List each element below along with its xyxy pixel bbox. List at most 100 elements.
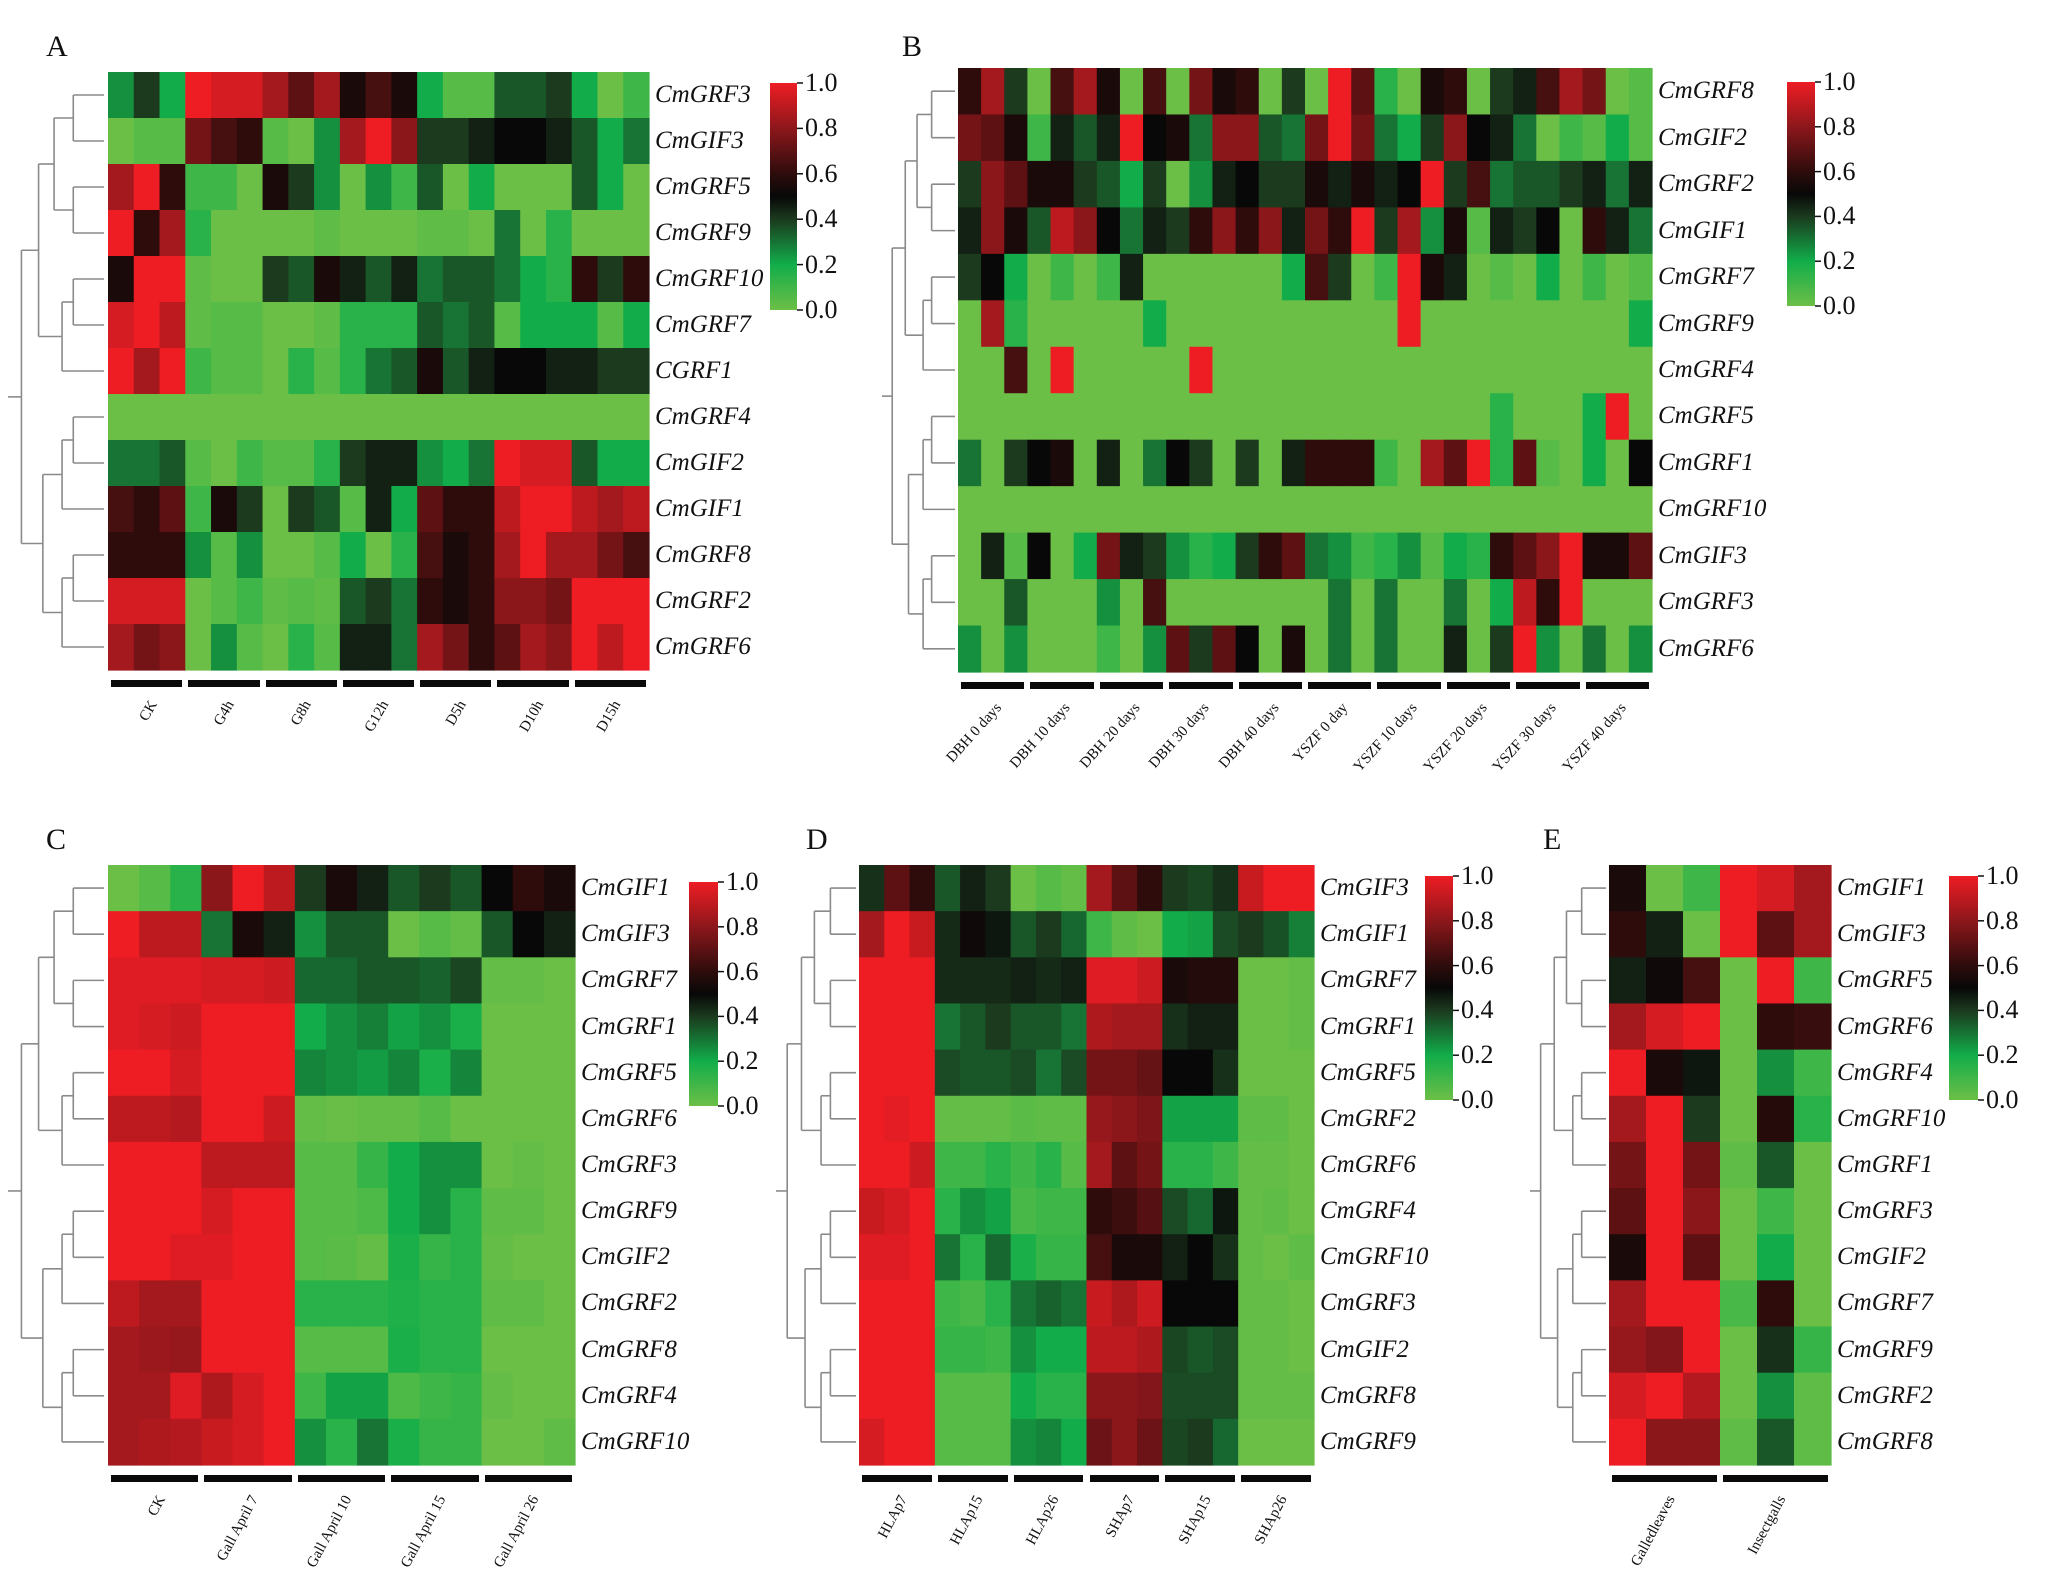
heatmap-cell <box>1050 486 1075 534</box>
group-label: CK <box>136 698 161 725</box>
heatmap-cell <box>960 911 986 958</box>
heatmap-cell <box>934 1372 961 1420</box>
heatmap-cell <box>1143 625 1167 673</box>
heatmap-cell <box>1010 1188 1037 1235</box>
heatmap-cell <box>981 68 1005 116</box>
heatmap-cell <box>232 1372 265 1420</box>
group-label: YSZF 10 days <box>1351 700 1421 776</box>
heatmap-cell <box>294 1003 327 1051</box>
heatmap-cell <box>597 302 624 349</box>
group-bar <box>204 1475 292 1482</box>
heatmap-cell <box>1035 1003 1062 1051</box>
heatmap-cell <box>1536 114 1561 162</box>
heatmap-cell <box>1288 911 1315 958</box>
heatmap-cell <box>1646 1234 1684 1281</box>
heatmap-cell <box>108 1418 140 1466</box>
heatmap-cell <box>1073 439 1098 487</box>
heatmap-cell <box>512 1418 545 1466</box>
heatmap-cell <box>545 578 573 625</box>
color-scale-tick-label: 1.0 <box>1986 861 2019 890</box>
heatmap-cell <box>288 72 315 119</box>
heatmap-cell <box>859 957 885 1005</box>
heatmap-cell <box>1096 253 1121 301</box>
heatmap-cell <box>494 256 521 303</box>
gene-row-label: CmGIF2 <box>1658 123 1747 151</box>
heatmap-cell <box>1794 1188 1832 1235</box>
group-label: G12h <box>361 698 393 735</box>
heatmap-cell <box>211 348 238 395</box>
heatmap-cell <box>1536 346 1561 394</box>
heatmap-cell <box>1235 253 1260 301</box>
heatmap-cell <box>1443 486 1468 534</box>
heatmap-cell <box>1004 160 1028 208</box>
heatmap-cell <box>201 1049 234 1097</box>
group-label: Galledleaves <box>1628 1493 1679 1569</box>
heatmap-cell <box>1137 1234 1163 1281</box>
heatmap-cell <box>108 1326 140 1374</box>
gene-row-label: CmGRF10 <box>1658 495 1767 523</box>
heatmap-cell <box>139 1280 171 1328</box>
heatmap-cell <box>139 1003 171 1051</box>
heatmap-cell <box>1010 1049 1037 1097</box>
group-bar <box>111 1475 199 1482</box>
heatmap-cell <box>1050 532 1075 580</box>
heatmap-grid <box>958 68 1653 673</box>
heatmap-cell <box>512 865 545 912</box>
heatmap-cell <box>1288 1326 1315 1374</box>
heatmap-cell <box>1559 207 1584 255</box>
heatmap-cell <box>1288 1234 1315 1281</box>
heatmap-cell <box>1305 160 1329 208</box>
heatmap-cell <box>1466 253 1491 301</box>
heatmap-cell <box>1605 625 1630 673</box>
heatmap-cell <box>1073 114 1098 162</box>
heatmap-cell <box>263 957 296 1005</box>
heatmap-cell <box>1189 114 1214 162</box>
heatmap-cell <box>442 302 470 349</box>
heatmap-cell <box>232 1280 265 1328</box>
group-label: CK <box>144 1493 169 1519</box>
heatmap-cell <box>357 1418 389 1466</box>
heatmap-cell <box>1162 1326 1189 1374</box>
heatmap-cell <box>236 624 264 671</box>
heatmap-cell <box>133 624 161 671</box>
heatmap-cell <box>357 911 389 958</box>
group-label: SHAp26 <box>1251 1493 1291 1547</box>
heatmap-cell <box>1720 1372 1758 1420</box>
heatmap-cell <box>520 72 547 119</box>
heatmap-cell <box>512 1141 545 1189</box>
heatmap-cell <box>1374 346 1399 394</box>
color-gradient <box>770 83 797 310</box>
heatmap-cell <box>1061 1003 1088 1051</box>
heatmap-cell <box>884 911 911 958</box>
heatmap-cell <box>1212 579 1237 627</box>
heatmap-cell <box>1027 625 1052 673</box>
heatmap-cell <box>1305 532 1329 580</box>
heatmap-cell <box>201 1280 234 1328</box>
heatmap-cell <box>1096 160 1121 208</box>
heatmap-cell <box>985 1188 1012 1235</box>
heatmap-cell <box>294 957 327 1005</box>
heatmap-cell <box>884 1234 911 1281</box>
heatmap-cell <box>185 164 212 211</box>
heatmap-cell <box>960 865 986 912</box>
heatmap-cell <box>1004 300 1028 348</box>
heatmap-cell <box>1490 579 1514 627</box>
heatmap-cell <box>1061 1141 1088 1189</box>
heatmap-cell <box>623 578 650 625</box>
heatmap-cell <box>520 394 547 441</box>
heatmap-cell <box>1757 1372 1795 1420</box>
heatmap-cell <box>543 1188 576 1235</box>
heatmap-cell <box>859 911 885 958</box>
heatmap-cell <box>263 1095 296 1143</box>
heatmap-cell <box>339 348 367 395</box>
heatmap-cell <box>159 532 186 579</box>
heatmap-cell <box>185 210 212 257</box>
heatmap-cell <box>545 348 573 395</box>
gene-row-label: CmGRF2 <box>1658 170 1754 198</box>
group-bar <box>188 680 260 687</box>
heatmap-cell <box>391 256 418 303</box>
heatmap-cell <box>1794 1095 1832 1143</box>
heatmap-cell <box>1166 486 1190 534</box>
heatmap-cell <box>417 72 444 119</box>
heatmap-cell <box>357 1188 389 1235</box>
